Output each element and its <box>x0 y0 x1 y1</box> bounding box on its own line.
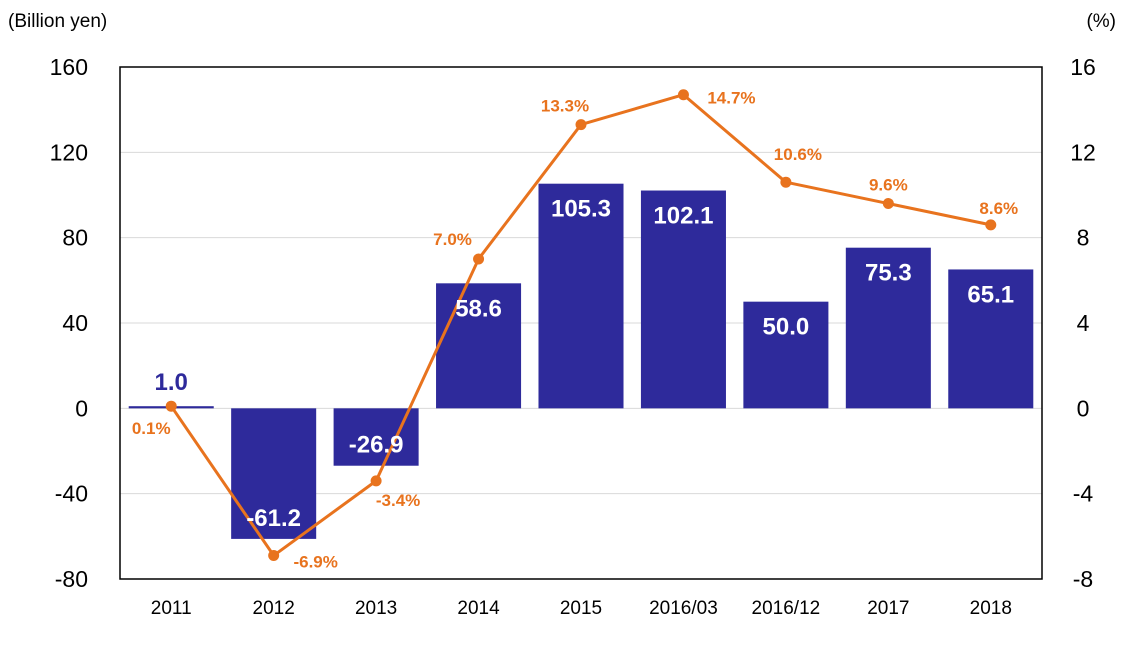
category-label: 2016/03 <box>649 598 718 619</box>
bar <box>436 283 522 409</box>
bar-series <box>128 183 1034 539</box>
bar-data-label: 58.6 <box>455 295 502 322</box>
line-point <box>780 176 792 188</box>
left-tick-label: -80 <box>55 566 88 592</box>
line-data-label: 9.6% <box>869 176 908 195</box>
right-tick-label: 16 <box>1070 54 1096 80</box>
right-axis-unit: (%) <box>1086 11 1116 32</box>
category-axis: 2011 2012 2013 2014 2015 2016/03 2016/12 2017 20… <box>151 598 1012 619</box>
right-tick-label: 4 <box>1077 310 1090 336</box>
bar-data-label: 75.3 <box>865 260 912 287</box>
line-data-label: -6.9% <box>293 553 337 572</box>
bar-data-label: 1.0 <box>155 369 188 396</box>
right-tick-label: 0 <box>1077 395 1090 421</box>
right-tick-label: -4 <box>1073 481 1094 507</box>
line-data-label: 0.1% <box>132 419 171 438</box>
category-label: 2017 <box>867 598 909 619</box>
line-point <box>677 89 689 101</box>
right-tick-label: 12 <box>1070 139 1096 165</box>
bar-data-label: -26.9 <box>349 432 404 459</box>
line-data-labels: 0.1% -6.9% -3.4% 7.0% 13.3% 14.7% 10.6% 9.6% 8.6… <box>132 89 1018 572</box>
bar-data-label: 105.3 <box>551 196 611 223</box>
left-tick-label: 0 <box>75 395 88 421</box>
bar-data-label: 50.0 <box>763 314 810 341</box>
right-tick-label: 8 <box>1077 225 1090 251</box>
plot-frame <box>119 66 1043 580</box>
category-label: 2014 <box>457 598 500 619</box>
bar <box>538 183 624 409</box>
category-label: 2018 <box>970 598 1012 619</box>
line-point <box>370 475 382 487</box>
line-data-label: -3.4% <box>376 491 420 510</box>
bar <box>231 408 317 539</box>
left-tick-label: 80 <box>62 225 88 251</box>
line-data-label: 8.6% <box>979 199 1018 218</box>
line-point <box>882 198 894 210</box>
line-series <box>165 89 997 562</box>
line-point <box>268 550 280 562</box>
left-tick-label: 160 <box>50 54 88 80</box>
category-label: 2016/12 <box>752 598 821 619</box>
line-data-label: 14.7% <box>707 89 755 108</box>
left-tick-label: 40 <box>62 310 88 336</box>
right-axis-ticks: 16 12 8 4 0 -4 -8 <box>1070 54 1096 592</box>
bar-data-label: -61.2 <box>246 505 301 532</box>
bar <box>640 190 726 409</box>
bar-data-labels: 1.0 -61.2 -26.9 58.6 105.3 102.1 50.0 75.3 65.1 <box>155 196 1015 532</box>
line-point <box>165 400 177 412</box>
line-data-label: 7.0% <box>433 230 472 249</box>
left-axis-ticks: 160 120 80 40 0 -40 -80 <box>50 54 88 592</box>
bar <box>743 301 829 409</box>
category-label: 2011 <box>151 598 192 619</box>
bar-data-label: 65.1 <box>967 281 1014 308</box>
bar <box>948 269 1034 409</box>
line-data-label: 13.3% <box>541 97 589 116</box>
left-tick-label: 120 <box>50 139 88 165</box>
bar-data-label: 102.1 <box>653 203 713 230</box>
right-tick-label: -8 <box>1073 566 1093 592</box>
line-data-label: 10.6% <box>774 145 822 164</box>
line-point <box>473 253 485 265</box>
category-label: 2012 <box>253 598 295 619</box>
category-label: 2013 <box>355 598 397 619</box>
bar <box>845 247 931 409</box>
line-point <box>575 119 587 131</box>
category-label: 2015 <box>560 598 602 619</box>
line-point <box>985 219 997 231</box>
left-axis-unit: (Billion yen) <box>8 11 107 32</box>
left-tick-label: -40 <box>55 481 88 507</box>
